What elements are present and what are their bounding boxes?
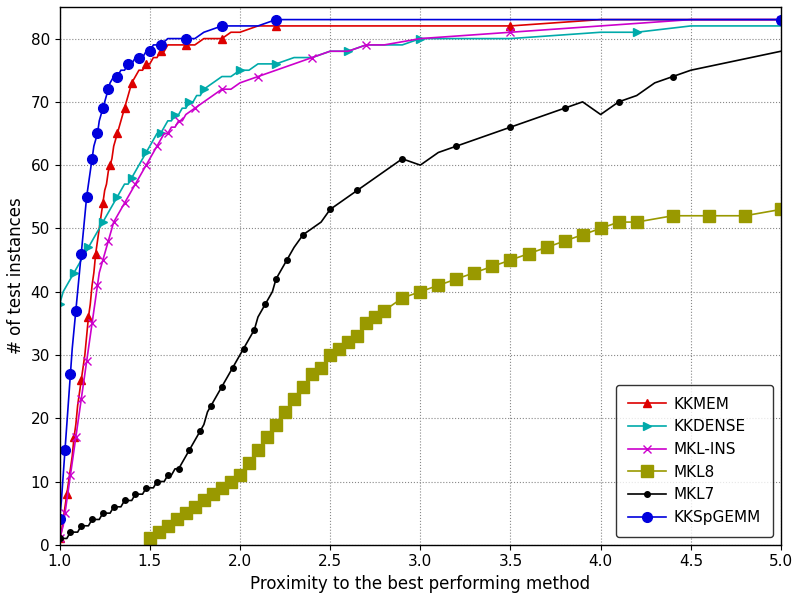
MKL-INS [93,282,102,289]
MKL8 [524,250,534,257]
MKL8 [262,434,272,441]
Y-axis label: # of test instances: # of test instances [7,197,25,354]
MKL8 [379,307,389,314]
MKL8 [362,320,371,327]
KKDENSE [632,29,642,36]
KKSpGEMM [91,136,101,143]
MKL8 [181,509,190,517]
KKMEM [109,143,118,150]
MKL8 [217,484,226,491]
MKL7 [776,47,786,55]
Line: MKL8: MKL8 [144,204,786,544]
MKL8 [560,238,570,245]
MKL-INS [686,16,696,23]
MKL8 [326,352,335,359]
MKL-INS [271,67,281,74]
KKDENSE [166,117,176,124]
KKSpGEMM [596,16,606,23]
KKMEM [103,168,113,175]
MKL8 [253,446,262,454]
MKL7 [123,497,133,504]
MKL-INS [138,168,147,175]
MKL8 [614,218,623,226]
MKL8 [154,529,163,536]
MKL8 [172,516,182,523]
MKL8 [145,535,154,542]
MKL7 [221,377,230,384]
KKDENSE [776,22,786,29]
MKL-INS [776,16,786,23]
MKL8 [290,395,299,403]
Line: MKL7: MKL7 [57,49,784,541]
Legend: KKMEM, KKDENSE, MKL-INS, MKL8, MKL7, KKSpGEMM: KKMEM, KKDENSE, MKL-INS, MKL8, MKL7, KKS… [616,385,774,537]
MKL8 [596,225,606,232]
KKDENSE [54,301,64,308]
MKL8 [163,522,173,529]
MKL8 [668,212,678,220]
KKDENSE [226,73,236,80]
MKL8 [244,459,254,466]
MKL8 [506,256,515,263]
MKL8 [451,275,461,283]
KKDENSE [116,187,126,194]
MKL8 [740,212,750,220]
MKL8 [199,497,209,504]
Line: KKDENSE: KKDENSE [55,22,785,308]
X-axis label: Proximity to the best performing method: Proximity to the best performing method [250,575,590,593]
Line: KKSpGEMM: KKSpGEMM [54,15,786,524]
MKL7 [54,535,64,542]
KKMEM [290,22,299,29]
MKL-INS [54,535,64,542]
MKL7 [109,503,118,511]
MKL8 [434,282,443,289]
KKSpGEMM [271,16,281,23]
MKL7 [286,250,295,257]
MKL8 [542,244,551,251]
KKMEM [596,16,606,23]
KKSpGEMM [217,22,226,29]
KKMEM [776,16,786,23]
KKDENSE [123,181,133,188]
KKSpGEMM [73,288,82,295]
MKL-INS [84,345,94,352]
MKL8 [578,231,587,238]
MKL8 [470,269,479,276]
MKL8 [632,218,642,226]
KKMEM [73,402,82,409]
MKL8 [280,409,290,416]
MKL8 [776,206,786,213]
KKMEM [54,535,64,542]
MKL8 [415,288,425,295]
MKL8 [343,338,353,346]
KKSpGEMM [776,16,786,23]
MKL8 [271,421,281,428]
MKL8 [334,345,344,352]
MKL8 [370,313,380,320]
MKL8 [226,478,236,485]
KKSpGEMM [78,231,88,238]
KKSpGEMM [54,516,64,523]
KKMEM [70,434,79,441]
KKMEM [163,41,173,49]
MKL-INS [71,434,81,441]
Line: MKL-INS: MKL-INS [55,16,785,542]
MKL8 [298,383,308,390]
MKL-INS [290,60,299,67]
KKSpGEMM [66,370,75,377]
MKL8 [488,263,498,270]
MKL8 [235,472,245,479]
MKL7 [98,509,108,517]
KKDENSE [159,124,169,131]
MKL8 [190,503,200,511]
MKL8 [208,491,218,498]
MKL8 [352,332,362,340]
MKL8 [704,212,714,220]
MKL8 [307,370,317,377]
MKL7 [362,181,371,188]
KKDENSE [686,22,696,29]
MKL8 [398,295,407,302]
Line: KKMEM: KKMEM [55,16,785,542]
MKL8 [316,364,326,371]
